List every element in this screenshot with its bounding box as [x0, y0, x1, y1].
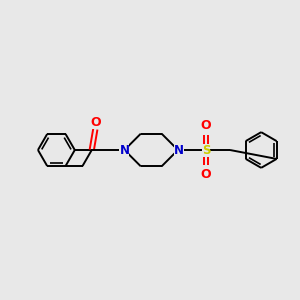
Text: O: O: [90, 116, 101, 129]
Text: O: O: [201, 118, 211, 131]
Text: S: S: [202, 143, 210, 157]
Text: N: N: [119, 143, 130, 157]
Text: O: O: [201, 169, 211, 182]
Text: N: N: [174, 143, 184, 157]
